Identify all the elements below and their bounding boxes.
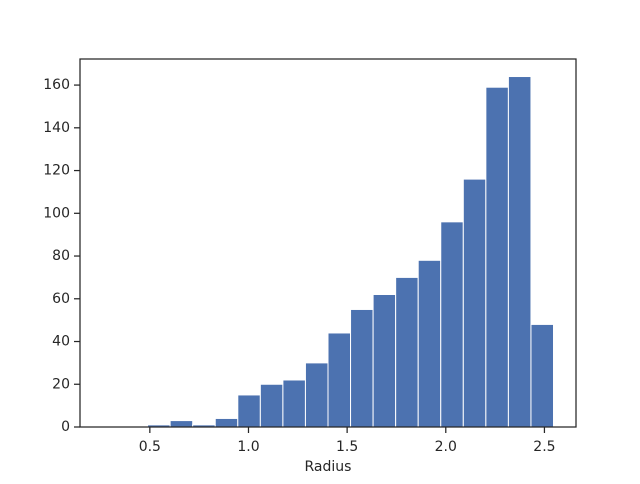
bar [507,76,532,428]
bar [169,420,194,428]
y-tick-label: 160 [43,77,70,93]
y-tick-label: 80 [52,248,70,264]
y-tick-label: 0 [61,419,70,435]
bar [372,294,397,428]
bar [417,259,442,428]
y-tick-label: 40 [52,334,70,350]
bar [214,417,239,428]
x-tick-label: 1.5 [336,439,358,455]
bar [530,323,555,428]
bar [395,276,419,428]
y-tick-label: 140 [43,120,70,136]
y-tick-label: 60 [52,291,70,307]
bar [259,383,284,428]
x-axis-label: Radius [305,459,352,475]
x-tick-label: 1.0 [237,439,259,455]
bar [327,332,352,428]
bar [304,362,329,428]
y-tick-label: 20 [52,376,70,392]
bar [462,178,487,428]
y-tick-label: 120 [43,163,70,179]
y-tick-label: 100 [43,205,70,221]
bar [350,308,374,428]
x-tick-label: 0.5 [139,439,161,455]
bar [440,221,464,428]
bar [282,379,306,428]
x-tick-label: 2.5 [533,439,555,455]
plot-frame [79,58,577,428]
bar [237,394,261,428]
bar [485,86,509,428]
x-tick-label: 2.0 [435,439,457,455]
